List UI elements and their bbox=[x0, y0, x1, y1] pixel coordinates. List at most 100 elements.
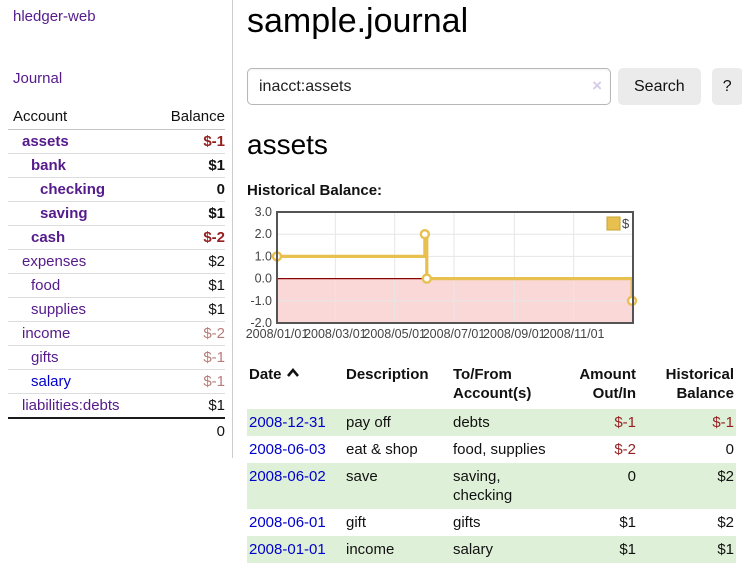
svg-text:2008/09/01: 2008/09/01 bbox=[483, 327, 546, 341]
main-content: sample.journal × Search ? assets Histori… bbox=[233, 0, 742, 563]
svg-text:2008/11/01: 2008/11/01 bbox=[543, 327, 605, 341]
register-table-body: 2008-12-31 pay off debts $-1 $-1 2008-06-03 ea… bbox=[247, 409, 736, 563]
account-balance: $1 bbox=[208, 301, 225, 318]
account-balance: $1 bbox=[208, 277, 225, 294]
transaction-row[interactable]: 2008-06-01 gift gifts $1 $2 bbox=[247, 509, 736, 536]
search-input[interactable] bbox=[247, 68, 611, 105]
account-balance: $-2 bbox=[203, 325, 225, 342]
account-row: expenses $2 bbox=[8, 250, 225, 274]
account-row: liabilities:debts $1 bbox=[8, 394, 225, 418]
sort-ascending-icon bbox=[286, 367, 299, 377]
account-balance: $1 bbox=[208, 397, 225, 414]
clear-search-icon[interactable]: × bbox=[592, 76, 602, 95]
account-link[interactable]: cash bbox=[31, 229, 66, 246]
transaction-row[interactable]: 2008-06-03 eat & shop food, supplies $-2 0 bbox=[247, 436, 736, 463]
register-header-row: Date Description To/From Account(s) Amou… bbox=[247, 363, 736, 409]
transaction-date-link[interactable]: 2008-01-01 bbox=[249, 541, 326, 558]
account-link[interactable]: expenses bbox=[22, 253, 87, 270]
balance-cell: $1 bbox=[717, 541, 734, 558]
accounts-cell: gifts bbox=[453, 514, 481, 531]
account-link[interactable]: saving bbox=[40, 205, 88, 222]
date-cell[interactable]: 2008-12-31 bbox=[247, 409, 344, 436]
description-cell: pay off bbox=[346, 414, 391, 431]
transaction-date-link[interactable]: 2008-12-31 bbox=[249, 414, 326, 431]
account-column-header: Account bbox=[13, 108, 68, 125]
date-cell[interactable]: 2008-06-03 bbox=[247, 436, 344, 463]
account-row: assets $-1 bbox=[8, 130, 225, 154]
balance-cell: 0 bbox=[725, 441, 734, 458]
account-link[interactable]: checking bbox=[40, 181, 106, 198]
account-row: supplies $1 bbox=[8, 298, 225, 322]
svg-text:2008/07/01: 2008/07/01 bbox=[423, 327, 486, 341]
account-link[interactable]: bank bbox=[31, 157, 67, 174]
description-column-header: Description bbox=[346, 366, 429, 383]
page-title: sample.journal bbox=[247, 2, 469, 40]
amount-cell: 0 bbox=[627, 468, 636, 485]
date-cell[interactable]: 2008-06-01 bbox=[247, 509, 344, 536]
accounts-cell: food, supplies bbox=[453, 441, 546, 458]
transaction-date-link[interactable]: 2008-06-01 bbox=[249, 514, 326, 531]
svg-text:2008/01/01: 2008/01/01 bbox=[246, 327, 309, 341]
balance-column-header-main: Historical Balance bbox=[665, 366, 734, 402]
account-balance: $-1 bbox=[203, 349, 225, 366]
transaction-row[interactable]: 2008-12-31 pay off debts $-1 $-1 bbox=[247, 409, 736, 436]
account-row: cash $-2 bbox=[8, 226, 225, 250]
account-link[interactable]: gifts bbox=[31, 349, 59, 366]
account-row: income $-2 bbox=[8, 322, 225, 346]
page: hledger-web Journal Account Balance asse… bbox=[8, 0, 742, 563]
svg-text:2008/03/01: 2008/03/01 bbox=[304, 327, 367, 341]
balance-cell: $2 bbox=[717, 468, 734, 485]
account-link[interactable]: liabilities:debts bbox=[22, 397, 120, 414]
svg-text:0.0: 0.0 bbox=[255, 272, 272, 286]
amount-cell: $-2 bbox=[614, 441, 636, 458]
account-link[interactable]: income bbox=[22, 325, 71, 342]
date-cell[interactable]: 2008-06-02 bbox=[247, 463, 344, 509]
description-cell: income bbox=[346, 541, 395, 558]
account-link[interactable]: food bbox=[31, 277, 61, 294]
amount-cell: $1 bbox=[619, 541, 636, 558]
account-link[interactable]: salary bbox=[31, 373, 72, 390]
transaction-date-link[interactable]: 2008-06-03 bbox=[249, 441, 326, 458]
chart-legend: $ bbox=[606, 216, 630, 231]
accounts-cell: saving, checking bbox=[453, 468, 513, 504]
svg-text:-1.0: -1.0 bbox=[250, 294, 272, 308]
description-cell: eat & shop bbox=[346, 441, 418, 458]
balance-column-header: Balance bbox=[170, 108, 225, 125]
accounts-cell: salary bbox=[453, 541, 494, 558]
amount-cell: $1 bbox=[619, 514, 636, 531]
balance-cell: $2 bbox=[717, 514, 734, 531]
search-button[interactable]: Search bbox=[618, 68, 701, 105]
accounts-cell: debts bbox=[453, 414, 490, 431]
account-link[interactable]: assets bbox=[22, 133, 69, 150]
amount-cell: $-1 bbox=[614, 414, 636, 431]
date-column-header[interactable]: Date bbox=[247, 363, 344, 409]
sidebar-item-journal[interactable]: Journal bbox=[13, 70, 63, 87]
svg-text:-2.0: -2.0 bbox=[250, 316, 272, 330]
transaction-row[interactable]: 2008-01-01 income salary $1 $1 bbox=[247, 536, 736, 563]
accounts-table: Account Balance assets $-1 bank $1 checking 0… bbox=[8, 105, 225, 444]
amount-column-header: Amount Out/In bbox=[579, 366, 636, 402]
account-row: food $1 bbox=[8, 274, 225, 298]
account-balance: $-2 bbox=[203, 229, 225, 246]
description-cell: gift bbox=[346, 514, 367, 531]
account-row: bank $1 bbox=[8, 154, 225, 178]
account-row: checking 0 bbox=[8, 178, 225, 202]
account-row: gifts $-1 bbox=[8, 346, 225, 370]
accounts-table-body: assets $-1 bank $1 checking 0 saving $1 cash $-2 e… bbox=[8, 130, 225, 418]
historical-balance-chart: $3.0 2.0 1.0 0.0 -1.0 -2.0 2008/01/01 2008/03/0… bbox=[246, 205, 742, 342]
transaction-row[interactable]: 2008-06-02 save saving, checking 0 $2 bbox=[247, 463, 736, 509]
accounts-total: 0 bbox=[8, 417, 225, 444]
date-cell[interactable]: 2008-01-01 bbox=[247, 536, 344, 563]
account-row: saving $1 bbox=[8, 202, 225, 226]
chart-svg: $3.0 2.0 1.0 0.0 -1.0 -2.02008/01/012008/03/0… bbox=[246, 205, 638, 341]
transaction-date-link[interactable]: 2008-06-02 bbox=[249, 468, 326, 485]
account-balance: $1 bbox=[208, 205, 225, 222]
svg-text:2008/05/01: 2008/05/01 bbox=[363, 327, 426, 341]
svg-text:$: $ bbox=[622, 216, 630, 231]
account-link[interactable]: supplies bbox=[31, 301, 87, 318]
account-balance: 0 bbox=[216, 181, 225, 198]
help-button[interactable]: ? bbox=[711, 68, 742, 105]
svg-text:3.0: 3.0 bbox=[255, 205, 272, 219]
app-title-link[interactable]: hledger-web bbox=[13, 8, 96, 25]
register-table: Date Description To/From Account(s) Amou… bbox=[247, 363, 736, 563]
